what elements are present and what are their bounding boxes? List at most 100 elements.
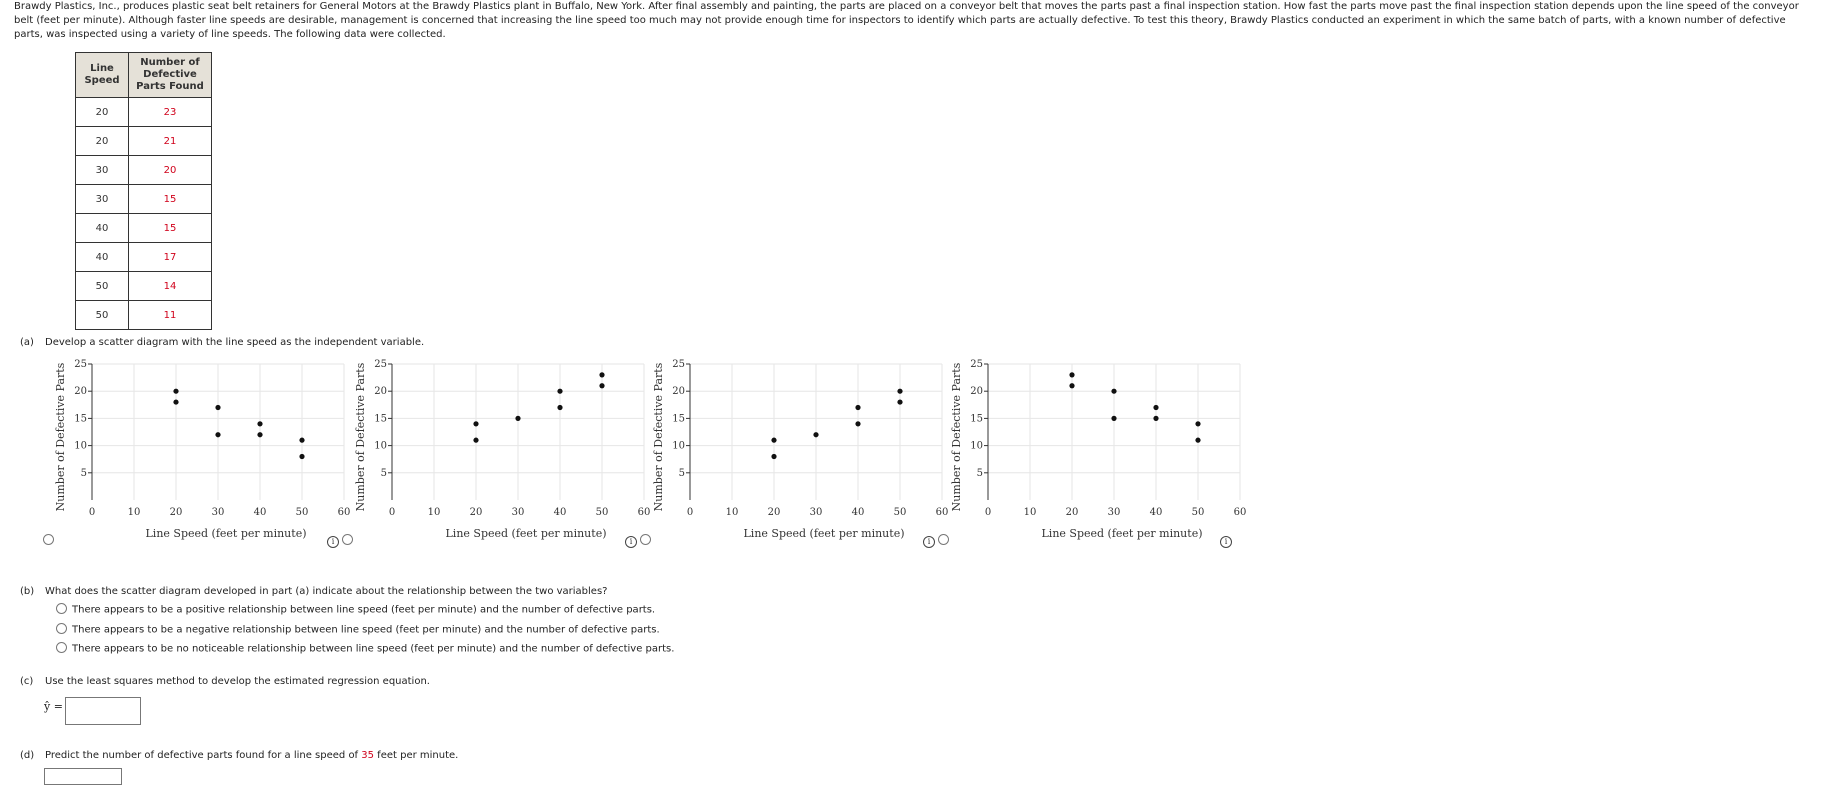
x-tick-label: 10: [1024, 507, 1037, 518]
data-point: [1153, 415, 1159, 421]
header-defective-parts: Number of Defective Parts Found: [128, 52, 212, 98]
y-axis-title: Number of Defective Parts: [354, 362, 367, 511]
scatter-option-3-radio[interactable]: [640, 534, 651, 545]
x-tick-label: 50: [596, 507, 609, 518]
regression-equation-input[interactable]: [65, 697, 141, 725]
y-tick-label: 15: [374, 413, 387, 424]
y-tick-label: 25: [74, 359, 87, 370]
x-tick-label: 50: [894, 507, 907, 518]
x-tick-label: 20: [170, 507, 183, 518]
x-axis-title: Line Speed (feet per minute): [146, 527, 307, 540]
scatter-plot-option-4: 5 10 15 20 25 0 10 20 30 40 50 60 Line Speed (feet p…: [950, 359, 1246, 540]
x-tick-label: 10: [428, 507, 441, 518]
y-tick-label: 25: [374, 359, 387, 370]
scatter-option-1-radio[interactable]: [43, 534, 54, 545]
x-axis-title: Line Speed (feet per minute): [1042, 527, 1203, 540]
data-point: [1153, 404, 1159, 411]
x-tick-label: 0: [687, 507, 693, 518]
x-tick-label: 60: [638, 507, 650, 518]
x-tick-label: 20: [1066, 507, 1079, 518]
data-point: [173, 399, 179, 405]
data-point: [473, 437, 479, 443]
data-point: [855, 421, 861, 427]
y-tick-label: 5: [381, 468, 387, 479]
defective-parts-cell: 21: [128, 126, 212, 156]
defective-parts-cell: 15: [128, 184, 212, 214]
table-row: 40 17: [75, 242, 212, 272]
data-point: [771, 453, 777, 460]
y-tick-label: 10: [74, 441, 87, 452]
data-point: [1111, 388, 1117, 394]
info-icon[interactable]: i: [625, 536, 637, 548]
y-tick-label: 25: [672, 359, 685, 370]
relationship-option-none[interactable]: There appears to be no noticeable relati…: [56, 642, 674, 655]
data-point: [515, 415, 521, 421]
part-b-label: (b): [20, 586, 35, 597]
x-tick-label: 60: [1234, 507, 1246, 518]
x-tick-label: 30: [810, 507, 823, 518]
x-axis-title: Line Speed (feet per minute): [446, 527, 607, 540]
x-tick-label: 40: [1150, 507, 1163, 518]
data-point: [771, 437, 777, 443]
relationship-radio[interactable]: [56, 623, 67, 634]
info-icon[interactable]: i: [923, 536, 935, 548]
x-tick-label: 60: [338, 507, 350, 518]
y-tick-label: 15: [970, 413, 983, 424]
prediction-input[interactable]: [44, 768, 122, 785]
data-point: [897, 399, 903, 405]
defective-parts-cell: 11: [128, 300, 212, 330]
part-a-question: (a) Develop a scatter diagram with the li…: [20, 337, 424, 348]
data-point: [599, 372, 605, 378]
option-label: There appears to be a positive relations…: [72, 604, 656, 616]
x-tick-label: 0: [985, 507, 991, 518]
table-row: 20 23: [75, 97, 212, 127]
y-tick-label: 5: [977, 468, 983, 479]
data-point: [1069, 383, 1075, 389]
data-point: [257, 421, 263, 427]
y-tick-label: 20: [74, 386, 87, 397]
defective-parts-cell: 14: [128, 271, 212, 301]
relationship-option-positive[interactable]: There appears to be a positive relations…: [56, 603, 656, 616]
relationship-radio[interactable]: [56, 642, 67, 653]
problem-intro: Brawdy Plastics, Inc., produces plastic …: [14, 1, 1799, 40]
x-tick-label: 10: [726, 507, 739, 518]
x-tick-label: 40: [852, 507, 865, 518]
data-point: [897, 388, 903, 394]
x-tick-label: 0: [89, 507, 95, 518]
line-speed-cell: 20: [75, 97, 129, 127]
line-speed-cell: 20: [75, 126, 129, 156]
scatter-option-2-radio[interactable]: [342, 534, 353, 545]
scatter-option-4-radio[interactable]: [938, 534, 949, 545]
part-d-speed-value: 35: [361, 750, 374, 761]
y-axis-title: Number of Defective Parts: [652, 362, 665, 511]
defective-parts-cell: 15: [128, 213, 212, 243]
data-point: [1069, 372, 1075, 378]
info-icon[interactable]: i: [1220, 536, 1232, 548]
table-row: 30 20: [75, 155, 212, 185]
x-tick-label: 0: [389, 507, 395, 518]
defective-parts-cell: 17: [128, 242, 212, 272]
x-tick-label: 30: [1108, 507, 1121, 518]
x-tick-label: 50: [1192, 507, 1205, 518]
y-tick-label: 20: [672, 386, 685, 397]
defective-parts-cell: 23: [128, 97, 212, 127]
data-point: [1195, 437, 1201, 443]
relationship-option-negative[interactable]: There appears to be a negative relations…: [56, 623, 660, 636]
part-b-text: What does the scatter diagram developed …: [45, 586, 608, 597]
data-point: [299, 453, 305, 460]
y-tick-label: 10: [374, 441, 387, 452]
yhat-label: ŷ =: [44, 700, 63, 713]
data-point: [215, 404, 221, 411]
data-point: [215, 432, 221, 438]
part-b-question: (b) What does the scatter diagram develop…: [20, 586, 607, 597]
data-table: Line Speed Number of Defective Parts Fou…: [75, 52, 212, 330]
line-speed-cell: 40: [75, 242, 129, 272]
data-point: [257, 432, 263, 438]
line-speed-cell: 30: [75, 155, 129, 185]
x-tick-label: 30: [512, 507, 525, 518]
relationship-radio[interactable]: [56, 603, 67, 614]
info-icon[interactable]: i: [327, 536, 339, 548]
defective-parts-cell: 20: [128, 155, 212, 185]
y-tick-label: 5: [81, 468, 87, 479]
x-tick-label: 40: [554, 507, 567, 518]
